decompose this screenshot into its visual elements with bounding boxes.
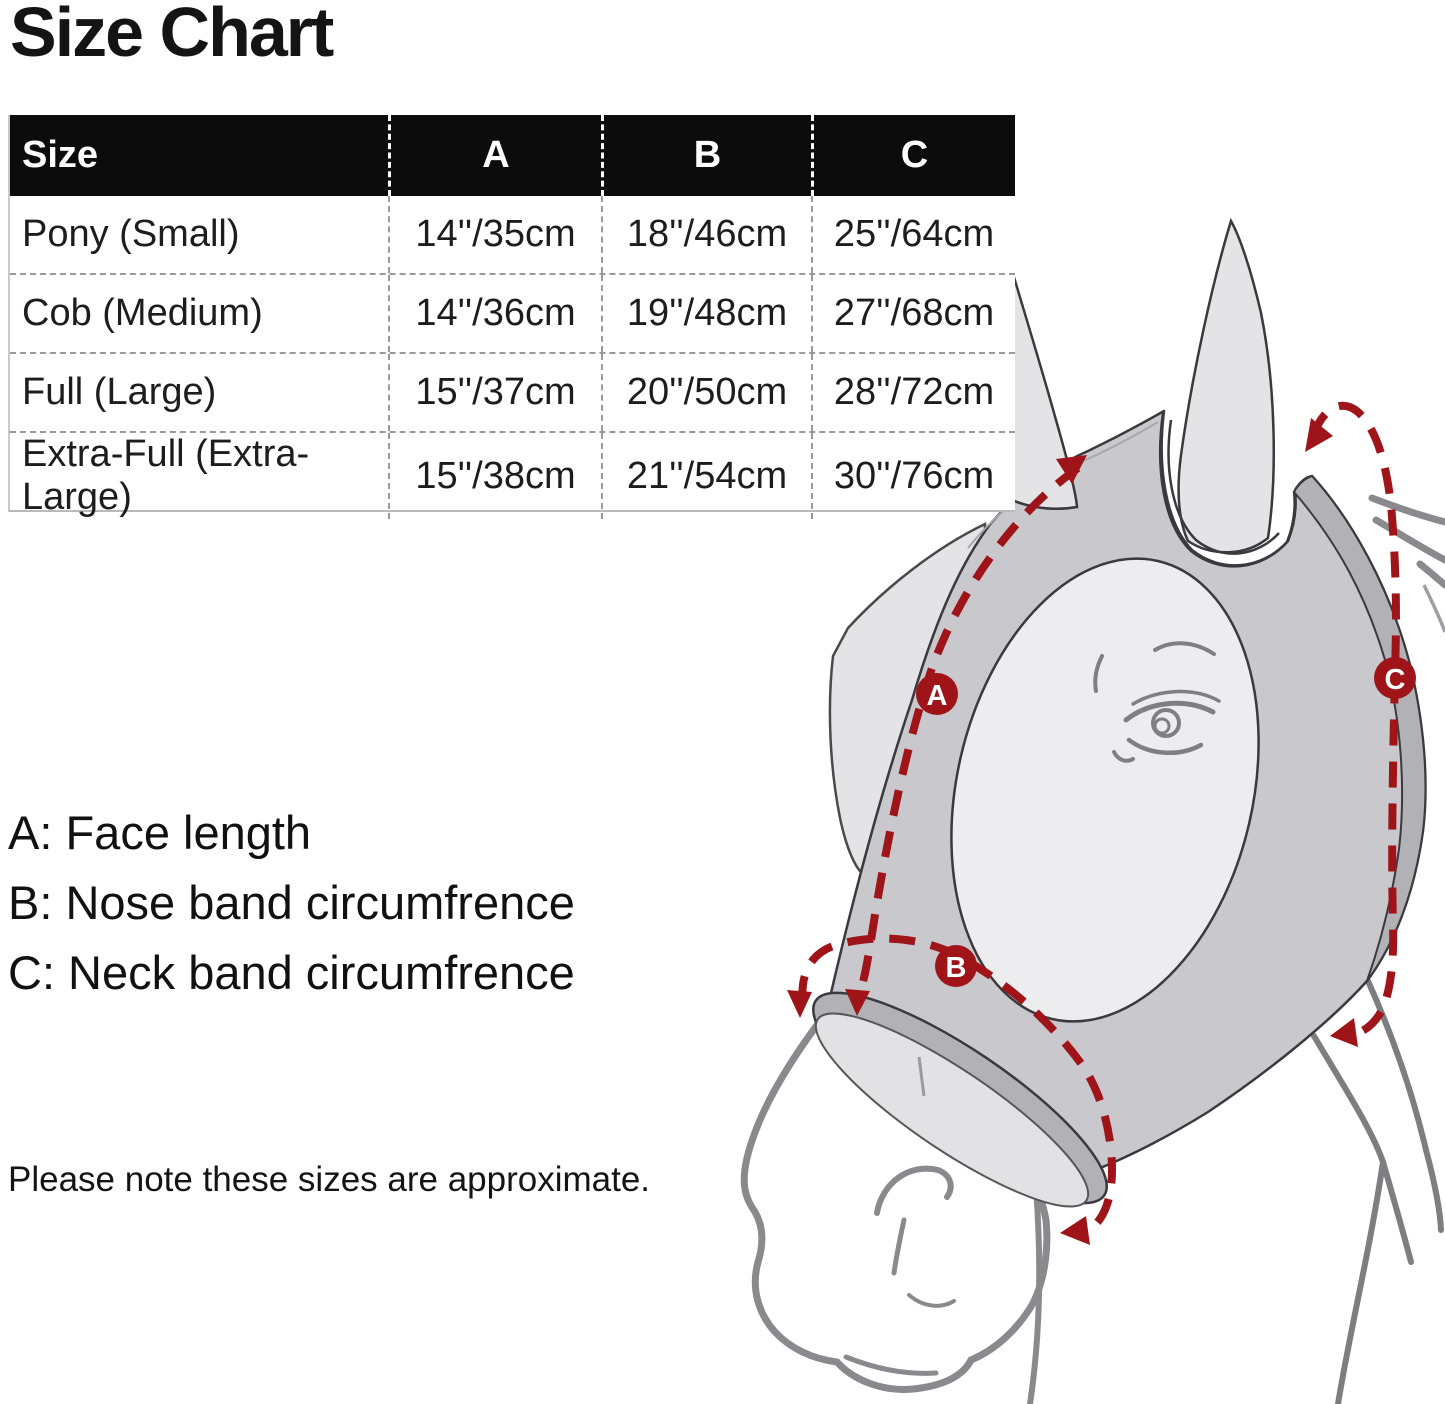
column-header-c: C bbox=[811, 115, 1015, 196]
column-header-size: Size bbox=[22, 134, 99, 176]
measure-cell-a: 15''/38cm bbox=[388, 433, 601, 519]
nose-band bbox=[812, 991, 1108, 1208]
column-header-a: A bbox=[388, 115, 601, 196]
size-cell: Pony (Small) bbox=[22, 213, 240, 255]
measure-cell-b: 18''/46cm bbox=[601, 196, 811, 273]
badge-letter-b: B bbox=[946, 952, 967, 984]
mask-neck-band bbox=[1292, 474, 1427, 982]
table-row: Cob (Medium) 14''/36cm 19''/48cm 27''/68… bbox=[10, 273, 1015, 352]
neck-lines bbox=[1311, 978, 1444, 1404]
measure-cell-a: 14''/36cm bbox=[388, 275, 601, 352]
measure-cell-b: 21''/54cm bbox=[601, 433, 811, 519]
table-row: Extra-Full (Extra-Large) 15''/38cm 21''/… bbox=[10, 431, 1015, 519]
arrowhead-a-top bbox=[1056, 455, 1087, 484]
measure-badge-c: C bbox=[1374, 657, 1416, 699]
arrowhead-b-right bbox=[1060, 1216, 1090, 1245]
arrowhead-a-bottom bbox=[845, 989, 870, 1016]
measure-cell-b: 20''/50cm bbox=[601, 354, 811, 431]
nostril-sketch bbox=[874, 1165, 954, 1216]
table-row: Full (Large) 15''/37cm 20''/50cm 28''/72… bbox=[10, 352, 1015, 431]
arrowhead-b-left bbox=[787, 990, 812, 1018]
measure-cell-c: 28''/72cm bbox=[811, 354, 1015, 431]
table-header-row: Size A B C bbox=[10, 115, 1015, 196]
measure-cell-a: 15''/37cm bbox=[388, 354, 601, 431]
measurement-overlays: A B C bbox=[787, 401, 1416, 1245]
size-cell: Full (Large) bbox=[22, 371, 217, 413]
legend-item-b: B: Nose band circumfrence bbox=[8, 876, 575, 929]
measure-path-a bbox=[845, 455, 1087, 1016]
measure-cell-c: 25''/64cm bbox=[811, 196, 1015, 273]
badge-letter-c: C bbox=[1385, 664, 1406, 696]
approximate-sizes-note: Please note these sizes are approximate. bbox=[8, 1160, 651, 1199]
measure-path-c bbox=[1305, 401, 1400, 1047]
size-cell: Cob (Medium) bbox=[22, 292, 263, 334]
measure-badge-b: B bbox=[935, 945, 977, 987]
legend-item-a: A: Face length bbox=[8, 806, 312, 859]
measure-cell-c: 30''/76cm bbox=[811, 433, 1015, 519]
table-row: Pony (Small) 14''/35cm 18''/46cm 25''/64… bbox=[10, 196, 1015, 273]
eye-sketch bbox=[1093, 641, 1221, 763]
page-title: Size Chart bbox=[10, 0, 334, 71]
mane-strokes bbox=[1368, 494, 1445, 589]
ear-hole-rim bbox=[1158, 412, 1296, 568]
right-ear bbox=[1177, 217, 1275, 554]
eye-hole bbox=[950, 557, 1260, 1023]
measurement-legend: A: Face length B: Nose band circumfrence… bbox=[8, 798, 575, 1008]
measure-cell-a: 14''/35cm bbox=[388, 196, 601, 273]
arrowhead-c-top bbox=[1305, 418, 1333, 452]
legend-item-c: C: Neck band circumfrence bbox=[8, 946, 575, 999]
muzzle-outline bbox=[740, 1021, 1051, 1404]
column-header-b: B bbox=[601, 115, 811, 196]
badge-letter-a: A bbox=[927, 680, 948, 712]
measure-badge-a: A bbox=[916, 673, 958, 715]
measure-cell-c: 27''/68cm bbox=[811, 275, 1015, 352]
arrowhead-c-bottom bbox=[1330, 1018, 1358, 1047]
size-cell: Extra-Full (Extra-Large) bbox=[22, 433, 310, 518]
neck-thin-line bbox=[1422, 584, 1445, 633]
measure-cell-b: 19''/48cm bbox=[601, 275, 811, 352]
size-table: Size A B C Pony (Small) 14''/35cm 18''/4… bbox=[8, 115, 1015, 519]
measure-path-b bbox=[787, 934, 1117, 1245]
